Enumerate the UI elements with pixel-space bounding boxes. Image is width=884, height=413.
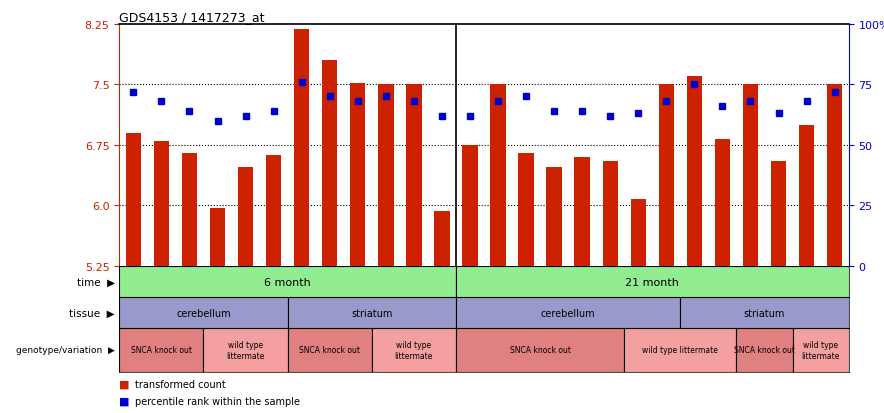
Text: tissue  ▶: tissue ▶: [69, 308, 115, 318]
Text: cerebellum: cerebellum: [541, 308, 596, 318]
Bar: [630, 199, 646, 266]
Bar: [287, 328, 372, 372]
Bar: [119, 297, 287, 328]
Bar: [462, 146, 477, 266]
Bar: [372, 328, 456, 372]
Bar: [624, 328, 736, 372]
Bar: [491, 85, 506, 266]
Text: SNCA knock out: SNCA knock out: [131, 346, 192, 354]
Text: transformed count: transformed count: [135, 379, 226, 389]
Bar: [743, 85, 758, 266]
Bar: [434, 211, 450, 266]
Bar: [294, 31, 309, 266]
Text: 21 month: 21 month: [625, 277, 679, 287]
Bar: [736, 328, 793, 372]
Bar: [771, 162, 786, 266]
Bar: [659, 85, 674, 266]
Bar: [793, 328, 849, 372]
Bar: [119, 266, 456, 297]
Bar: [287, 297, 456, 328]
Bar: [827, 85, 842, 266]
Text: striatum: striatum: [743, 308, 785, 318]
Bar: [799, 126, 814, 266]
Text: wild type
littermate: wild type littermate: [802, 340, 840, 360]
Text: GDS4153 / 1417273_at: GDS4153 / 1417273_at: [119, 11, 265, 24]
Bar: [266, 156, 281, 266]
Text: wild type littermate: wild type littermate: [643, 346, 719, 354]
Text: time  ▶: time ▶: [77, 277, 115, 287]
Bar: [603, 162, 618, 266]
Text: SNCA knock out: SNCA knock out: [734, 346, 795, 354]
Text: cerebellum: cerebellum: [176, 308, 231, 318]
Bar: [456, 266, 849, 297]
Text: SNCA knock out: SNCA knock out: [299, 346, 360, 354]
Text: ■: ■: [119, 396, 130, 406]
Bar: [456, 297, 681, 328]
Bar: [456, 328, 624, 372]
Text: wild type
littermate: wild type littermate: [394, 340, 433, 360]
Bar: [350, 83, 365, 266]
Bar: [714, 140, 730, 266]
Bar: [378, 85, 393, 266]
Bar: [126, 133, 141, 266]
Text: 6 month: 6 month: [264, 277, 311, 287]
Bar: [687, 77, 702, 266]
Bar: [238, 167, 254, 266]
Text: ■: ■: [119, 379, 130, 389]
Text: striatum: striatum: [351, 308, 392, 318]
Text: percentile rank within the sample: percentile rank within the sample: [135, 396, 301, 406]
Text: wild type
littermate: wild type littermate: [226, 340, 264, 360]
Bar: [154, 142, 169, 266]
Bar: [203, 328, 287, 372]
Bar: [406, 85, 422, 266]
Bar: [518, 154, 534, 266]
Bar: [119, 328, 203, 372]
Bar: [182, 154, 197, 266]
Bar: [322, 61, 338, 266]
Bar: [546, 167, 562, 266]
Bar: [210, 209, 225, 266]
Text: genotype/variation  ▶: genotype/variation ▶: [16, 346, 115, 354]
Bar: [575, 158, 590, 266]
Bar: [681, 297, 849, 328]
Text: SNCA knock out: SNCA knock out: [509, 346, 570, 354]
